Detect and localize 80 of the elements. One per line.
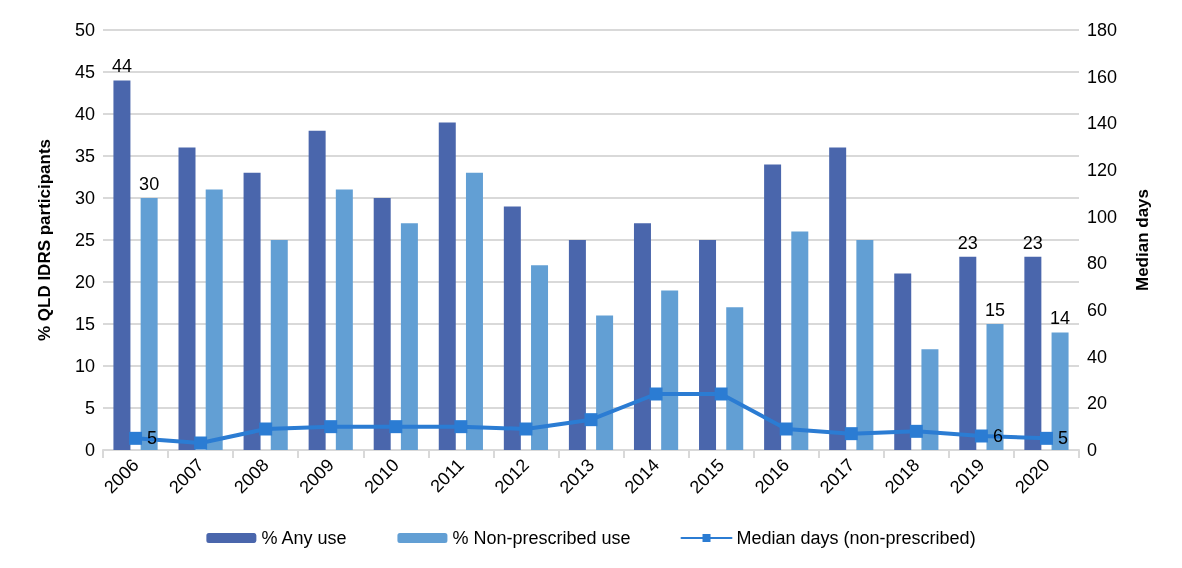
bar (764, 164, 782, 450)
point (909, 424, 923, 438)
bar (503, 206, 521, 450)
y2-tick-label: 120 (1087, 160, 1118, 180)
y2-tick-label: 80 (1087, 253, 1108, 274)
bar (894, 273, 912, 450)
y2-tick-label: 140 (1087, 113, 1118, 134)
point (194, 436, 208, 450)
bar (1024, 256, 1042, 450)
y-tick-label: 40 (74, 104, 95, 124)
point (714, 387, 728, 401)
point (324, 420, 338, 434)
bar (699, 240, 717, 450)
bar (568, 240, 586, 450)
bar (726, 307, 744, 450)
point (129, 431, 143, 445)
bar (465, 172, 483, 450)
point (259, 422, 273, 436)
bar (829, 147, 847, 450)
y-axis-title: % QLD IDRS participants (35, 138, 54, 342)
data-label: 15 (984, 300, 1006, 320)
bar (400, 223, 418, 450)
data-label: 14 (1050, 308, 1071, 329)
y2-tick-label: 0 (1087, 440, 1098, 460)
y-tick-label: 0 (84, 440, 95, 460)
bar (140, 198, 158, 450)
bar (633, 223, 651, 450)
point (584, 413, 598, 427)
bar (113, 80, 131, 450)
legend-label: % Non-prescribed use (452, 528, 631, 548)
bar (959, 256, 977, 450)
bar (661, 290, 679, 450)
bar (986, 324, 1004, 450)
y2-tick-label: 20 (1087, 393, 1108, 414)
bar (856, 240, 874, 450)
point (779, 422, 793, 436)
y-tick-label: 50 (74, 20, 95, 40)
data-label: 30 (139, 174, 160, 194)
bar (531, 265, 549, 450)
bar (270, 240, 288, 450)
point (844, 427, 858, 441)
y-tick-label: 30 (74, 188, 95, 208)
point (519, 422, 533, 436)
legend-label: % Any use (261, 528, 347, 548)
legend-label: Median days (non-prescribed) (736, 528, 976, 548)
y-tick-label: 10 (74, 356, 95, 376)
bar (921, 349, 939, 450)
y-tick-label: 35 (74, 146, 95, 166)
bar (243, 172, 261, 450)
y-tick-label: 20 (74, 272, 95, 292)
y-tick-label: 5 (84, 398, 95, 418)
y2-axis-title: Median days (1133, 188, 1152, 292)
point (649, 387, 663, 401)
point (1039, 431, 1053, 445)
data-label: 23 (1022, 232, 1043, 253)
bar (308, 130, 326, 450)
bar (335, 189, 353, 450)
data-label: 44 (111, 56, 132, 77)
data-label: 23 (957, 232, 978, 253)
data-label: 5 (1057, 428, 1068, 449)
y-tick-label: 15 (74, 314, 95, 334)
point (974, 429, 988, 443)
y-tick-label: 45 (74, 62, 95, 82)
bar (373, 198, 391, 450)
y-tick-label: 25 (74, 230, 95, 250)
point (454, 420, 468, 434)
bar (205, 189, 223, 450)
bar (596, 315, 614, 450)
data-label: 5 (147, 428, 158, 449)
y2-tick-label: 40 (1087, 346, 1108, 367)
bar (438, 122, 456, 450)
y2-tick-label: 60 (1087, 300, 1108, 320)
point (389, 420, 403, 434)
bar (178, 147, 196, 450)
y2-tick-label: 180 (1087, 20, 1118, 40)
bar (791, 231, 809, 450)
bar (1051, 332, 1069, 450)
y2-tick-label: 160 (1087, 66, 1118, 87)
data-label: 6 (992, 426, 1003, 446)
y2-tick-label: 100 (1087, 206, 1118, 227)
